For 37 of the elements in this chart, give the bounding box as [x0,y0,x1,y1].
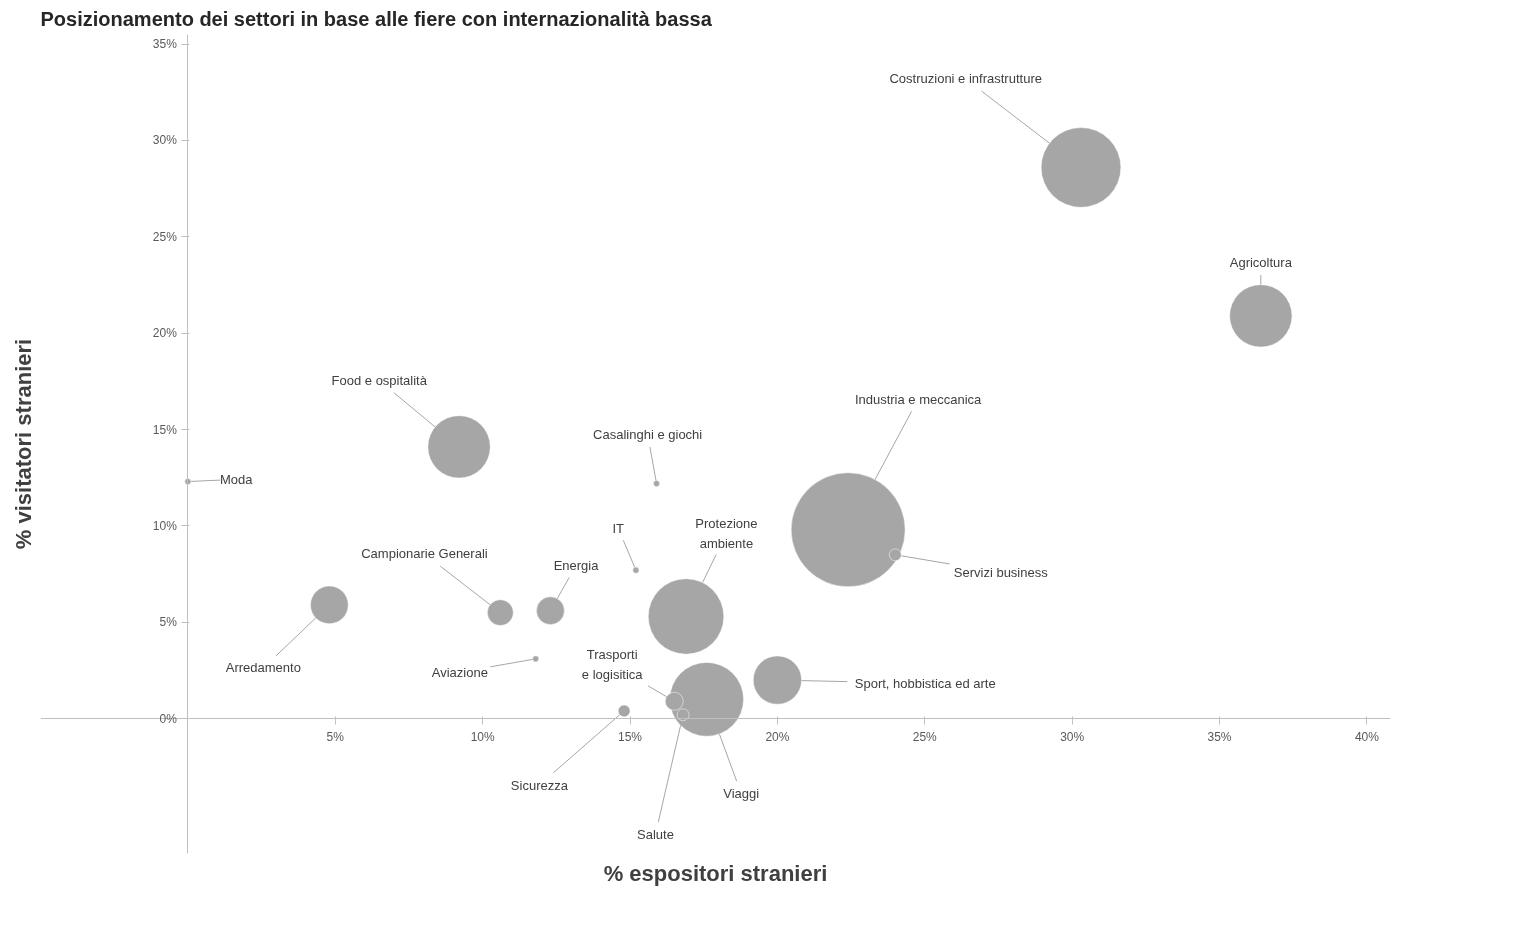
annotation: Sport, hobbistica ed arte [854,675,996,691]
annotation: Industria e meccanica [854,391,983,407]
annotation: Campionarie Generali [361,546,488,562]
x-axis-title: % espositori stranieri [603,860,828,886]
x-tick-label: 5% [326,729,345,744]
y-tick-label: 30% [152,133,178,148]
y-tick-label: 25% [152,229,178,244]
annotation: Servizi business [953,565,1049,581]
annotation: Viaggi [723,785,760,801]
annotation: Moda [219,471,254,487]
x-tick-label: 25% [912,729,938,744]
y-tick-label: 15% [152,422,178,437]
x-tick-label: 35% [1207,729,1232,744]
x-tick-label: 40% [1354,729,1380,744]
y-axis-title: % visitatori stranieri [10,338,36,550]
x-tick-label: 30% [1060,729,1085,744]
y-tick-label: 0% [159,711,178,726]
annotation: Costruzioni e infrastrutture [889,71,1042,87]
annotation: IT [612,520,625,536]
y-tick-label: 35% [152,37,178,52]
x-tick-label: 20% [765,729,790,744]
annotation: Aviazione [431,664,488,680]
annotation: Sicurezza [510,777,569,793]
chart-title: Posizionamento dei settori in base alle fiere con internazionalità bassa [40,7,713,30]
annotation: Arredamento [225,660,301,676]
y-tick-label: 10% [152,518,178,533]
x-tick-label: 10% [470,729,495,744]
annotation: Agricoltura [1229,255,1293,271]
annotation: Salute [637,826,674,842]
annotation: Energia [553,557,600,573]
y-tick-label: 20% [152,326,178,341]
y-tick-label: 5% [159,615,178,630]
x-tick-label: 15% [618,729,643,744]
annotation: Protezione ambiente [695,516,758,551]
annotation: Trasporti e logisitica [581,647,644,682]
annotation: Food e ospitalità [331,372,428,388]
annotation: Casalinghi e giochi [593,427,703,443]
